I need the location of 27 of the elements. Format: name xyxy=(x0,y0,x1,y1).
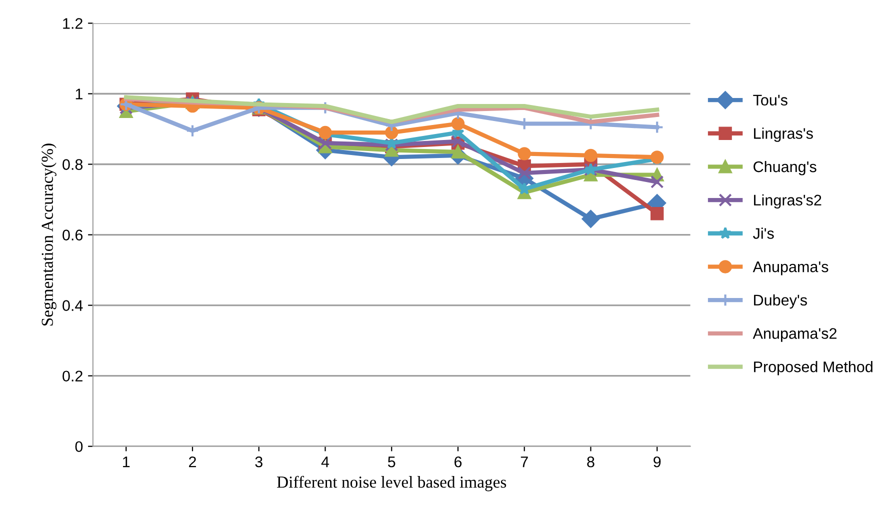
x-tick-label: 1 xyxy=(123,456,130,468)
x-tick-label: 5 xyxy=(388,456,396,468)
legend-label: Chuang's xyxy=(754,160,816,176)
x-tick-label: 7 xyxy=(520,456,528,468)
legend-label: Tou's xyxy=(753,94,788,106)
x-tick-label: 9 xyxy=(654,456,661,468)
legend-label: Anupama's2 xyxy=(752,328,836,342)
legend-label: Proposed Method xyxy=(754,361,872,376)
legend-label: Dubey's xyxy=(754,294,807,309)
x-tick-label: 2 xyxy=(189,456,196,468)
x-axis-title: Different noise level based images xyxy=(277,476,506,492)
y-axis-title: Segmentation Accuracy(%) xyxy=(41,144,56,326)
y-tick-label: 0.4 xyxy=(62,300,83,311)
x-tick-label: 6 xyxy=(454,456,462,468)
y-tick-label: 1 xyxy=(76,88,82,100)
legend-label: Lingras's xyxy=(754,128,813,142)
legend-label: Lingras's2 xyxy=(754,194,822,209)
y-tick-label: 0.2 xyxy=(62,370,82,382)
y-tick-label: 0 xyxy=(75,441,83,452)
x-tick-label: 8 xyxy=(587,456,594,468)
x-tick-label: 3 xyxy=(255,456,262,468)
y-tick-label: 1.2 xyxy=(63,18,82,29)
x-tick-label: 4 xyxy=(321,456,330,468)
y-tick-label: 0.8 xyxy=(62,159,83,170)
legend-label: Anupama's xyxy=(752,262,828,276)
legend-label: Ji's xyxy=(753,228,774,239)
y-tick-label: 0.6 xyxy=(62,230,83,240)
